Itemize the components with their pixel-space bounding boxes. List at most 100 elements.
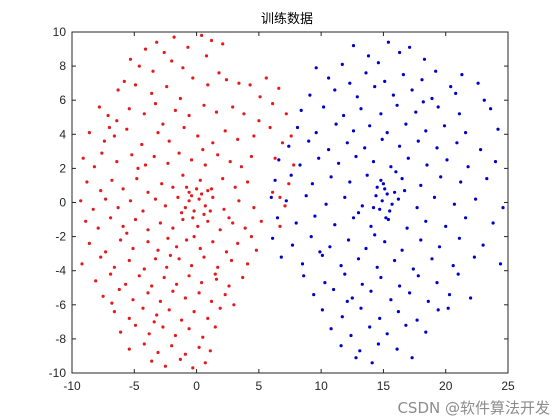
data-point-blue [317,156,321,160]
data-point-red [202,103,206,107]
data-point-blue [460,73,464,77]
data-point-blue [430,257,434,261]
data-point-red [115,119,119,123]
data-point-blue [493,160,498,164]
y-tick-label: -10 [49,366,67,380]
data-point-blue [424,330,428,334]
data-point-blue [308,93,312,97]
data-point-red [218,228,222,232]
data-point-blue [496,127,500,131]
data-point-red [142,267,146,271]
data-point-red [243,226,247,230]
data-point-red [156,131,160,135]
data-point-red [206,316,210,320]
data-point-red [216,153,220,157]
data-point-red [161,122,165,126]
data-point-red [231,221,235,225]
data-point-red [133,217,138,222]
data-point-red [208,209,212,213]
y-tick-label: -2 [55,230,66,244]
data-point-red [237,199,241,203]
data-point-blue [346,238,351,242]
data-point-blue [391,93,395,97]
data-point-blue [424,219,428,223]
data-point-red [259,219,263,223]
x-tick-label: -10 [63,379,81,393]
data-point-red [124,282,128,286]
data-point-red [209,187,214,191]
plot-frame [71,31,509,374]
data-point-red [216,265,220,269]
data-point-red [209,38,214,43]
data-point-red [190,264,194,268]
data-point-blue [469,296,473,300]
data-point-blue [380,199,384,203]
data-point-red [112,134,116,138]
data-point-blue [437,245,442,249]
data-point-red [110,178,114,182]
chart-title: 训练数据 [261,12,313,27]
data-point-red [273,156,277,160]
data-point-red [223,293,227,297]
data-point-blue [395,103,399,107]
data-point-red [222,207,226,211]
data-point-blue [340,62,344,66]
data-point-blue [388,209,392,213]
data-point-red [178,357,182,361]
data-point-red [100,151,104,155]
data-point-blue [327,76,331,80]
data-point-red [200,281,204,285]
data-point-blue [403,189,407,193]
data-point-red [213,272,217,276]
data-point-blue [383,240,387,244]
x-tick-label: -5 [129,379,140,393]
data-point-red [283,204,287,208]
data-point-red [168,253,172,257]
data-point-blue [356,211,361,215]
data-point-red [289,134,293,138]
data-point-red [183,352,187,356]
data-point-red [112,265,116,269]
data-point-red [200,33,204,38]
data-point-red [131,298,135,302]
data-point-red [181,217,185,222]
data-point-red [133,83,138,87]
data-point-blue [445,158,449,162]
data-point-red [127,107,131,111]
data-point-blue [422,57,427,61]
data-point-blue [436,308,440,312]
data-point-red [218,306,222,310]
data-point-red [150,359,154,363]
data-point-blue [370,361,374,365]
data-point-red [211,195,215,199]
data-point-red [271,190,275,194]
data-point-blue [380,137,384,141]
data-point-red [80,262,84,266]
data-point-red [176,195,180,199]
data-point-red [280,141,285,145]
x-tick-label: 5 [256,379,263,393]
data-point-red [140,142,144,147]
data-point-red [131,246,135,251]
data-point-red [192,209,196,213]
data-point-red [119,330,123,334]
data-point-blue [310,182,314,186]
data-point-blue [300,262,305,266]
data-point-red [201,148,205,152]
data-point-red [246,262,250,266]
data-point-red [185,185,189,189]
data-point-red [119,238,123,242]
data-point-blue [430,96,434,101]
data-point-red [224,250,229,254]
data-point-blue [386,217,390,222]
data-point-red [278,195,282,199]
data-point-blue [354,154,358,159]
data-point-red [178,96,182,101]
data-point-red [122,79,126,83]
data-point-red [143,163,148,167]
data-point-red [214,110,219,114]
data-point-red [228,160,232,164]
data-point-red [172,35,176,39]
data-point-red [79,199,83,203]
data-point-blue [466,165,470,169]
